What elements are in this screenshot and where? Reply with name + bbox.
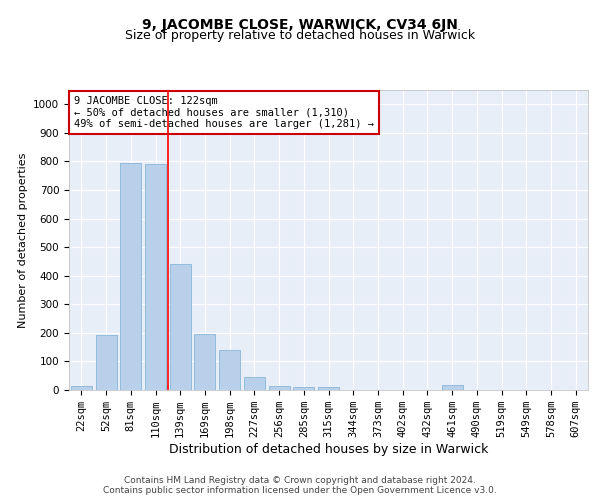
Text: 9, JACOMBE CLOSE, WARWICK, CV34 6JN: 9, JACOMBE CLOSE, WARWICK, CV34 6JN	[142, 18, 458, 32]
Bar	[244, 376, 265, 390]
X-axis label: Distribution of detached houses by size in Warwick: Distribution of detached houses by size …	[169, 443, 488, 456]
Bar	[219, 350, 240, 390]
Bar	[269, 386, 290, 390]
Bar	[71, 386, 92, 390]
Text: Size of property relative to detached houses in Warwick: Size of property relative to detached ho…	[125, 29, 475, 42]
Bar	[95, 336, 116, 390]
Bar	[145, 164, 166, 390]
Text: Contains HM Land Registry data © Crown copyright and database right 2024.
Contai: Contains HM Land Registry data © Crown c…	[103, 476, 497, 495]
Bar	[293, 387, 314, 390]
Text: 9 JACOMBE CLOSE: 122sqm
← 50% of detached houses are smaller (1,310)
49% of semi: 9 JACOMBE CLOSE: 122sqm ← 50% of detache…	[74, 96, 374, 129]
Bar	[194, 334, 215, 390]
Bar	[318, 387, 339, 390]
Bar	[170, 264, 191, 390]
Bar	[120, 164, 141, 390]
Bar	[442, 385, 463, 390]
Y-axis label: Number of detached properties: Number of detached properties	[17, 152, 28, 328]
